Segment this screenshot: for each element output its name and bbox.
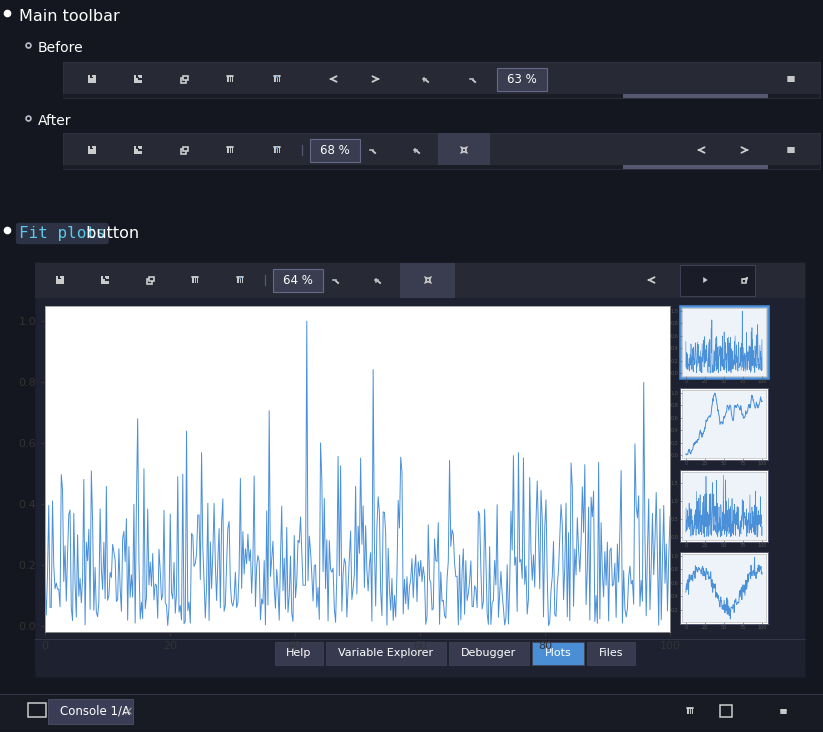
Text: Console 1/A: Console 1/A (60, 705, 130, 718)
Bar (680, 470, 768, 542)
Bar (680, 265, 755, 296)
Bar (227, 76, 233, 82)
Bar (149, 277, 154, 281)
Bar (92, 146, 94, 148)
Bar (680, 306, 768, 378)
Bar (275, 642, 323, 665)
Bar (532, 642, 584, 665)
Bar (138, 75, 140, 77)
Text: After: After (38, 114, 72, 128)
Bar (623, 94, 768, 98)
Text: Debugger: Debugger (462, 649, 517, 659)
Bar (0, 694, 823, 695)
Bar (28, 703, 46, 717)
Bar (277, 146, 278, 149)
Text: button: button (81, 226, 139, 241)
Bar (134, 75, 142, 83)
Bar (147, 279, 152, 283)
Bar (91, 146, 94, 149)
Bar (273, 269, 323, 292)
Bar (105, 277, 106, 278)
Text: Main toolbar: Main toolbar (19, 9, 120, 24)
Bar (45, 306, 670, 632)
Bar (57, 277, 63, 283)
Bar (91, 75, 94, 78)
Bar (181, 149, 186, 154)
Text: Fit plots: Fit plots (19, 226, 105, 241)
Text: Before: Before (38, 41, 84, 55)
Bar (137, 146, 140, 149)
Bar (274, 76, 280, 82)
Text: Plots: Plots (545, 649, 571, 659)
Bar (680, 388, 768, 460)
Bar (720, 705, 732, 717)
Text: 64 %: 64 % (283, 274, 313, 287)
Bar (134, 146, 142, 154)
Bar (449, 642, 529, 665)
Bar (239, 277, 241, 280)
Bar (104, 277, 106, 280)
Bar (326, 642, 446, 665)
Bar (587, 642, 635, 665)
Bar (274, 147, 280, 153)
Bar (138, 146, 140, 148)
Bar (88, 146, 95, 154)
Bar (35, 639, 805, 670)
Bar (680, 552, 768, 624)
Bar (63, 94, 820, 98)
Text: 63 %: 63 % (507, 73, 537, 86)
Bar (63, 133, 820, 169)
Bar (227, 147, 233, 153)
Bar (63, 133, 820, 169)
Text: Files: Files (599, 649, 623, 659)
Bar (63, 165, 820, 169)
Text: Help: Help (286, 649, 312, 659)
Polygon shape (703, 277, 708, 283)
Bar (277, 75, 278, 78)
Bar (237, 277, 243, 283)
Bar (88, 75, 95, 83)
Bar (101, 277, 109, 283)
Text: Variable Explorer: Variable Explorer (338, 649, 434, 659)
Bar (35, 262, 805, 677)
Bar (60, 277, 62, 278)
Bar (193, 277, 198, 283)
Bar (438, 133, 490, 169)
Bar (310, 139, 360, 162)
Bar (181, 78, 186, 83)
Bar (183, 146, 188, 152)
Bar (742, 279, 746, 283)
Bar (63, 62, 820, 98)
Bar (0, 694, 823, 729)
Bar (497, 68, 547, 91)
Bar (687, 709, 693, 714)
Text: ×: × (123, 705, 133, 718)
Bar (623, 165, 768, 169)
Bar (35, 639, 805, 640)
Bar (183, 75, 188, 81)
Bar (137, 75, 140, 78)
Bar (35, 263, 805, 298)
Text: 68 %: 68 % (320, 144, 350, 157)
Bar (92, 75, 94, 77)
Bar (48, 699, 133, 724)
Bar (58, 277, 62, 280)
Bar (400, 263, 455, 298)
Bar (63, 62, 820, 98)
